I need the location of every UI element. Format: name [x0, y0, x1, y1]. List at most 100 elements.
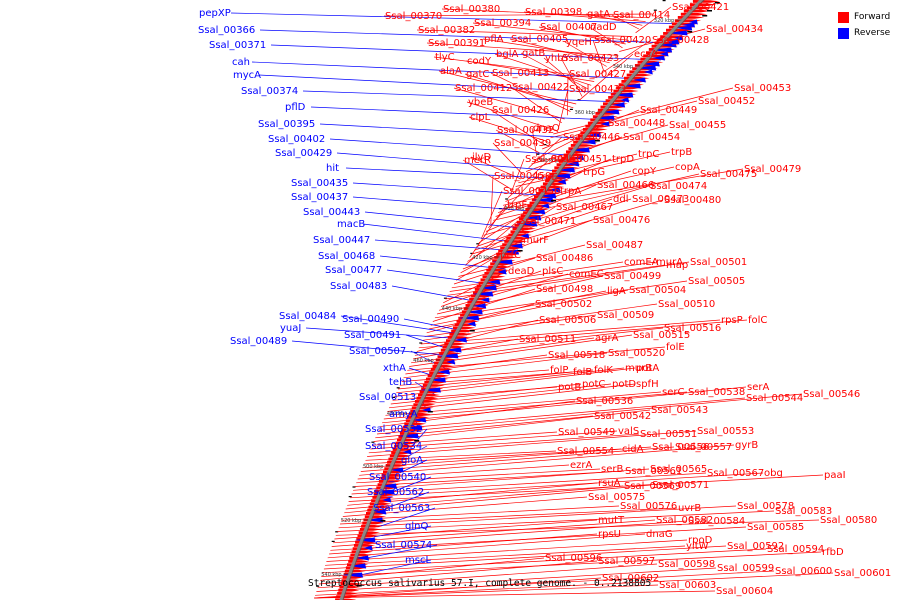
reverse-gene-label: Ssal_00371	[209, 40, 266, 51]
reverse-gene-label: Ssal_00468	[318, 251, 375, 262]
legend: Forward Reverse	[838, 9, 890, 41]
reverse-gene-arrow	[539, 193, 557, 199]
reverse-gene-arrow	[466, 321, 476, 327]
reverse-gene-arrow	[635, 65, 657, 71]
forward-connector	[510, 86, 562, 124]
forward-gene-label: Ssal_00475	[700, 169, 757, 180]
reverse-gene-arrow	[578, 139, 596, 145]
reverse-gene-label: Ssal_00477	[325, 265, 382, 276]
forward-connector	[495, 170, 632, 217]
reverse-connector	[374, 239, 518, 252]
forward-connector	[314, 584, 659, 599]
forward-gene-label: Ssal_00543	[651, 405, 708, 416]
forward-connector	[362, 446, 652, 469]
reverse-connector	[377, 507, 436, 528]
reverse-gene-label: Ssal_00395	[258, 119, 315, 130]
reverse-gene-label: Ssal_00491	[344, 330, 401, 341]
reverse-gene-label: pflD	[285, 102, 306, 113]
reverse-gene-arrow	[473, 303, 487, 309]
reverse-gene-arrow	[454, 337, 467, 343]
forward-connector	[329, 533, 598, 555]
forward-connector	[464, 73, 574, 109]
forward-gene-label: Ssal_00448	[608, 118, 665, 129]
forward-gene-label: serA	[747, 382, 769, 393]
reverse-gene-arrow	[458, 315, 480, 321]
forward-gene-label: Ssal_00380	[443, 4, 500, 15]
track-stripe	[470, 252, 474, 254]
legend-label-forward: Forward	[854, 12, 891, 22]
reverse-connector	[352, 182, 554, 197]
reverse-gene-arrow	[444, 347, 462, 353]
forward-gene-label: Ssal_00546	[803, 389, 860, 400]
forward-connector	[409, 334, 633, 367]
reverse-gene-arrow	[397, 433, 419, 439]
forward-gene-label: Ssal_00600	[775, 566, 832, 577]
reverse-gene-label: Ssal_00429	[275, 148, 332, 159]
forward-gene-label: rpsP	[721, 315, 743, 326]
forward-gene-label: potC	[582, 379, 605, 390]
forward-gene-label: Ssal_00584	[688, 516, 745, 527]
reverse-connector	[336, 152, 571, 173]
forward-gene-label: comEA	[624, 257, 659, 268]
reverse-gene-arrow	[373, 509, 387, 515]
forward-gene-label: Ssal_00538	[688, 387, 745, 398]
kbp-ruler: 320 kbp 340 kbp 360 kbp 380 kbp 400 kbp 420 k…	[321, 18, 682, 578]
forward-gene-label: Ssal_00583	[775, 506, 832, 517]
reverse-connector	[360, 559, 432, 576]
reverse-gene-arrow	[623, 83, 641, 89]
forward-gene-label: Ssal_00414	[613, 10, 670, 21]
forward-connector	[344, 484, 652, 514]
forward-gene-label: potA	[636, 363, 659, 374]
gene-tick	[702, 15, 708, 17]
reverse-connector	[379, 255, 506, 270]
track-stripe	[536, 153, 540, 155]
reverse-connector	[305, 327, 465, 340]
forward-connector	[480, 190, 503, 240]
reverse-gene-label: Ssal_00534	[365, 441, 422, 452]
ruler-tick-label: 420 kbp	[472, 255, 492, 261]
forward-connector	[502, 166, 675, 206]
ruler-tick-label: 320 kbp	[654, 18, 674, 24]
forward-gene-label: obg	[764, 468, 783, 479]
gene-tick	[469, 330, 475, 332]
forward-gene-label: yitW	[686, 541, 709, 552]
forward-gene-label: folC	[748, 315, 767, 326]
reverse-gene-arrow	[574, 155, 584, 161]
forward-connector	[528, 136, 563, 169]
reverse-gene-arrow	[666, 39, 680, 45]
forward-connector	[418, 319, 748, 349]
forward-connector	[333, 519, 656, 544]
forward-connector	[316, 567, 717, 592]
forward-gene-label: rpoD	[688, 535, 713, 546]
forward-gene-label: Ssal_00549	[558, 427, 615, 438]
forward-connector	[485, 184, 597, 232]
forward-connector	[531, 127, 538, 157]
forward-gene-label: Ssal_00427	[569, 69, 626, 80]
reverse-gene-arrow	[342, 572, 363, 578]
forward-gene-label: ybeB	[468, 97, 493, 108]
reverse-gene-label: Ssal_00447	[313, 235, 370, 246]
forward-gene-label: Ssal_00569	[624, 481, 681, 492]
gene-tick	[517, 250, 523, 252]
forward-gene-label: gatB	[522, 48, 545, 59]
forward-gene-label: Ssal_00407	[540, 22, 597, 33]
forward-connector	[438, 273, 569, 311]
forward-gene-label: Ssal_00501	[690, 257, 747, 268]
reverse-connector	[258, 74, 632, 95]
forward-gene-label: Ssal_00467	[556, 202, 613, 213]
forward-gene-label: Ssal_00576	[620, 501, 677, 512]
reverse-gene-label: Ssal_00507	[349, 346, 406, 357]
forward-gene-label: Ssal_00597	[598, 556, 655, 567]
reverse-gene-arrow	[480, 297, 490, 303]
reverse-gene-arrow	[659, 42, 677, 48]
forward-gene-label: Ssal_00599	[717, 563, 774, 574]
reverse-gene-label: Ssal_00574	[375, 540, 432, 551]
reverse-gene-arrow	[479, 285, 497, 291]
forward-connector	[560, 57, 583, 97]
forward-connector	[492, 142, 524, 176]
forward-gene-label: Ssal_00420	[594, 35, 651, 46]
forward-gene-label: Ssal_00554	[557, 446, 614, 457]
gene-tick	[594, 140, 600, 142]
forward-gene-label: Ssal_00585	[747, 522, 804, 533]
forward-connector	[357, 464, 570, 480]
